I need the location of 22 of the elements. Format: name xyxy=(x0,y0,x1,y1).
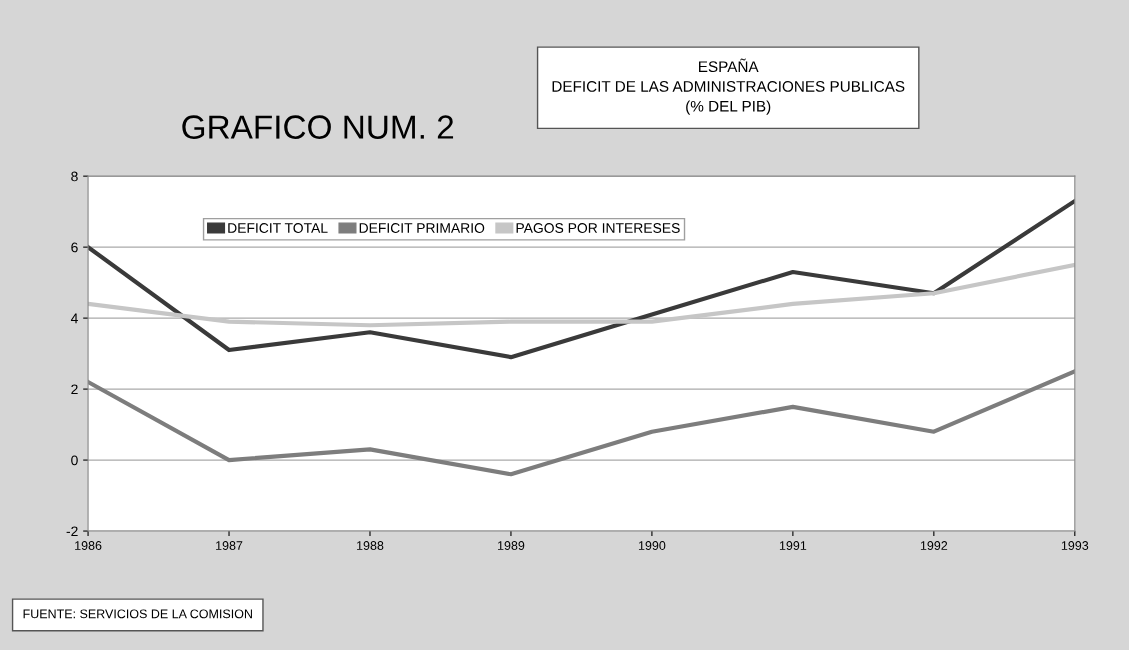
y-tick-label: 2 xyxy=(71,384,78,395)
chart-subtitle: ESPAÑA DEFICIT DE LAS ADMINISTRACIONES PUBLICAS (% DEL PIB) xyxy=(552,58,905,115)
legend-label: DEFICIT PRIMARIO xyxy=(359,223,485,233)
x-tick-label: 1987 xyxy=(216,541,243,550)
x-tick-label: 1993 xyxy=(1061,541,1089,550)
legend-label: PAGOS POR INTERESES xyxy=(516,223,680,233)
x-tick-label: 1986 xyxy=(75,541,102,550)
line-series xyxy=(88,262,1075,328)
x-tick-label: 1992 xyxy=(920,541,948,550)
y-tick-label: -2 xyxy=(66,526,78,537)
y-tick-label: 6 xyxy=(71,242,78,253)
legend-label: DEFICIT TOTAL xyxy=(228,223,328,233)
line-series xyxy=(88,198,1075,360)
y-tick-label: 0 xyxy=(71,455,78,466)
x-tick-label: 1991 xyxy=(779,541,807,550)
x-tick-label: 1989 xyxy=(498,541,525,550)
x-tick-label: 1988 xyxy=(357,541,384,550)
source-note: FUENTE: SERVICIOS DE LA COMISION xyxy=(23,609,252,619)
y-tick-label: 8 xyxy=(71,171,78,182)
y-tick-label: 4 xyxy=(70,313,78,324)
chart-title: GRAFICO NUM. 2 xyxy=(182,115,454,139)
x-tick-label: 1990 xyxy=(638,541,666,550)
